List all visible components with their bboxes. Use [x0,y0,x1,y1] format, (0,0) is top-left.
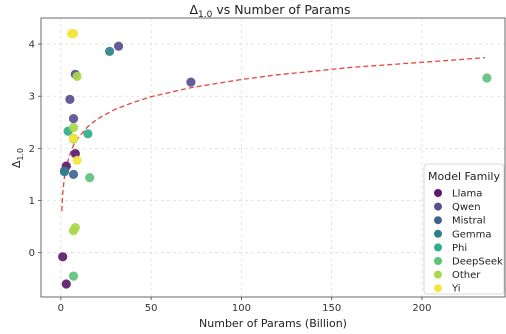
legend-marker-other [434,270,442,279]
legend-marker-deepseek [434,257,442,265]
legend-title: Model Family [428,170,500,183]
legend-label-deepseek: DeepSeek [452,257,503,268]
data-point-llama [61,279,71,289]
x-tick-label: 50 [145,303,158,314]
legend-marker-qwen [434,202,442,211]
legend-marker-gemma [434,229,442,238]
x-axis-label: Number of Params (Billion) [199,317,347,330]
trend-line [61,56,486,212]
y-tick-label: 2 [29,144,35,155]
data-point-other [72,71,82,81]
legend-marker-mistral [434,216,442,225]
legend-marker-phi [434,243,442,252]
legend-label-phi: Phi [452,243,467,254]
y-tick-label: 1 [29,196,35,207]
axis-ticks: 0 50 100 150 200 0 1 2 3 4 [29,40,432,314]
data-point-qwen [68,114,79,124]
legend-label-other: Other [452,270,481,281]
y-tick-label: 3 [29,92,35,103]
y-tick-label: 0 [29,248,35,259]
x-tick-label: 150 [322,303,341,314]
legend-label-qwen: Qwen [452,202,481,213]
legend-label-llama: Llama [452,189,482,200]
data-points [58,28,492,289]
data-point-deepseek [85,173,95,183]
data-point-deepseek [482,73,492,83]
x-tick-label: 100 [232,303,251,314]
data-point-mistral [68,169,79,179]
data-point-llama [58,252,68,262]
data-point-other [68,122,79,133]
data-point-yi [68,28,79,39]
legend-box [423,163,505,295]
x-tick-label: 200 [412,303,431,314]
legend: Model Family Llama Qwen Mistral Gemma Phi Dee… [423,163,505,295]
data-point-yi [68,133,79,143]
legend-marker-llama [434,189,442,197]
data-point-other [70,223,80,233]
data-point-gemma [59,167,70,177]
data-point-gemma [105,46,115,57]
legend-label-yi: Yi [451,284,461,295]
data-point-qwen [114,41,124,51]
data-point-yi [72,155,82,165]
data-point-qwen [186,77,196,87]
legend-label-gemma: Gemma [452,229,492,240]
y-axis-label: Δ1.0 [10,148,25,168]
plot-frame [40,17,506,298]
x-tick-label: 0 [58,303,64,314]
data-point-qwen [65,94,75,104]
data-point-phi [83,129,93,139]
legend-marker-yi [434,284,442,293]
chart-title: Δ1.0 vs Number of Params [189,2,350,20]
y-tick-label: 4 [29,40,35,51]
data-point-deepseek [68,271,79,281]
legend-label-mistral: Mistral [452,216,486,227]
